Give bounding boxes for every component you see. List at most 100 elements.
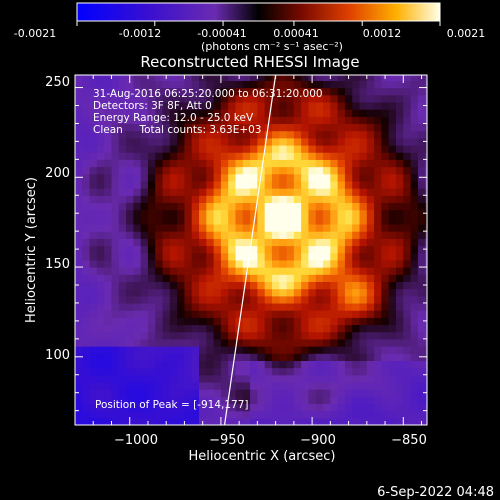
heatmap-cell xyxy=(118,403,127,412)
heatmap-cell xyxy=(381,331,390,340)
heatmap-cell xyxy=(184,80,193,89)
heatmap-cell xyxy=(323,281,331,290)
heatmap-cell xyxy=(199,188,207,196)
heatmap-cell xyxy=(104,389,113,397)
heatmap-cell xyxy=(323,324,331,333)
heatmap-cell xyxy=(395,288,404,297)
heatmap-cell xyxy=(388,245,397,254)
heatmap-cell xyxy=(191,410,200,419)
heatmap-cell xyxy=(293,353,302,361)
heatmap-cell xyxy=(206,360,215,369)
heatmap-cell xyxy=(89,288,98,297)
heatmap-cell xyxy=(111,331,120,340)
heatmap-cell xyxy=(169,245,178,254)
heatmap-cell xyxy=(352,173,361,182)
heatmap-cell xyxy=(301,288,310,297)
heatmap-cell xyxy=(323,202,331,211)
heatmap-cell xyxy=(417,101,426,110)
heatmap-cell xyxy=(337,403,346,412)
heatmap-cell xyxy=(155,231,164,239)
heatmap-cell xyxy=(286,101,295,110)
heatmap-cell xyxy=(301,274,310,283)
heatmap-cell xyxy=(279,324,288,333)
heatmap-cell xyxy=(279,80,288,89)
heatmap-cell xyxy=(352,288,361,297)
heatmap-cell xyxy=(315,403,324,412)
heatmap-cell xyxy=(140,324,149,333)
heatmap-cell xyxy=(395,145,404,153)
heatmap-cell xyxy=(301,346,310,354)
heatmap-cell xyxy=(301,87,310,96)
heatmap-cell xyxy=(133,195,142,204)
heatmap-cell xyxy=(271,259,280,268)
heatmap-cell xyxy=(337,252,346,261)
heatmap-cell xyxy=(169,216,178,225)
heatmap-cell xyxy=(308,188,317,196)
heatmap-cell xyxy=(315,338,324,347)
heatmap-cell xyxy=(133,94,142,103)
heatmap-cell xyxy=(89,166,98,175)
heatmap-cell xyxy=(301,410,310,419)
heatmap-cell xyxy=(96,173,105,182)
heatmap-cell xyxy=(366,188,375,196)
heatmap-cell xyxy=(177,302,186,311)
heatmap-cell xyxy=(301,231,310,239)
heatmap-cell xyxy=(220,353,229,361)
heatmap-cell xyxy=(301,94,310,103)
heatmap-cell xyxy=(220,331,229,340)
heatmap-cell xyxy=(366,202,375,211)
heatmap-cell xyxy=(301,310,310,318)
heatmap-cell xyxy=(374,195,383,204)
heatmap-cell xyxy=(184,116,193,125)
heatmap-cell xyxy=(111,310,120,318)
heatmap-cell xyxy=(206,346,215,354)
heatmap-cell xyxy=(147,417,156,425)
heatmap-cell xyxy=(323,101,331,110)
heatmap-cell xyxy=(293,152,302,160)
heatmap-cell xyxy=(264,101,273,110)
heatmap-cell xyxy=(417,374,426,383)
heatmap-cell xyxy=(315,180,324,189)
heatmap-cell xyxy=(257,195,266,204)
heatmap-cell xyxy=(381,209,390,218)
heatmap-cell xyxy=(242,403,251,412)
heatmap-cell xyxy=(395,396,404,405)
heatmap-cell xyxy=(82,152,91,160)
heatmap-cell xyxy=(374,367,383,376)
heatmap-cell xyxy=(425,159,427,168)
heatmap-cell xyxy=(111,252,120,261)
heatmap-cell xyxy=(169,360,178,369)
heatmap-cell xyxy=(206,116,215,125)
heatmap-cell xyxy=(199,324,207,333)
heatmap-cell xyxy=(235,410,244,419)
heatmap-cell xyxy=(96,87,105,96)
heatmap-cell xyxy=(118,360,127,369)
heatmap-cell xyxy=(199,223,207,232)
heatmap-cell xyxy=(425,267,427,275)
heatmap-cell xyxy=(403,180,412,189)
heatmap-cell xyxy=(89,374,98,383)
heatmap-cell xyxy=(403,231,412,239)
heatmap-cell xyxy=(250,145,258,153)
heatmap-cell xyxy=(235,295,244,304)
heatmap-cell xyxy=(257,374,266,383)
heatmap-cell xyxy=(199,310,207,318)
heatmap-cell xyxy=(410,80,419,89)
heatmap-cell xyxy=(410,109,419,117)
heatmap-cell xyxy=(323,123,331,132)
heatmap-cell xyxy=(118,173,127,182)
heatmap-cell xyxy=(96,281,105,290)
heatmap-cell xyxy=(213,101,222,110)
heatmap-cell xyxy=(250,116,258,125)
heatmap-cell xyxy=(395,180,404,189)
heatmap-cell xyxy=(126,159,134,168)
heatmap-cell xyxy=(235,123,244,132)
heatmap-cell xyxy=(279,145,288,153)
heatmap-cell xyxy=(133,396,142,405)
heatmap-cell xyxy=(323,417,331,425)
heatmap-cell xyxy=(147,109,156,117)
heatmap-cell xyxy=(279,231,288,239)
heatmap-cell xyxy=(213,159,222,168)
heatmap-cell xyxy=(381,130,390,139)
heatmap-cell xyxy=(403,123,412,132)
